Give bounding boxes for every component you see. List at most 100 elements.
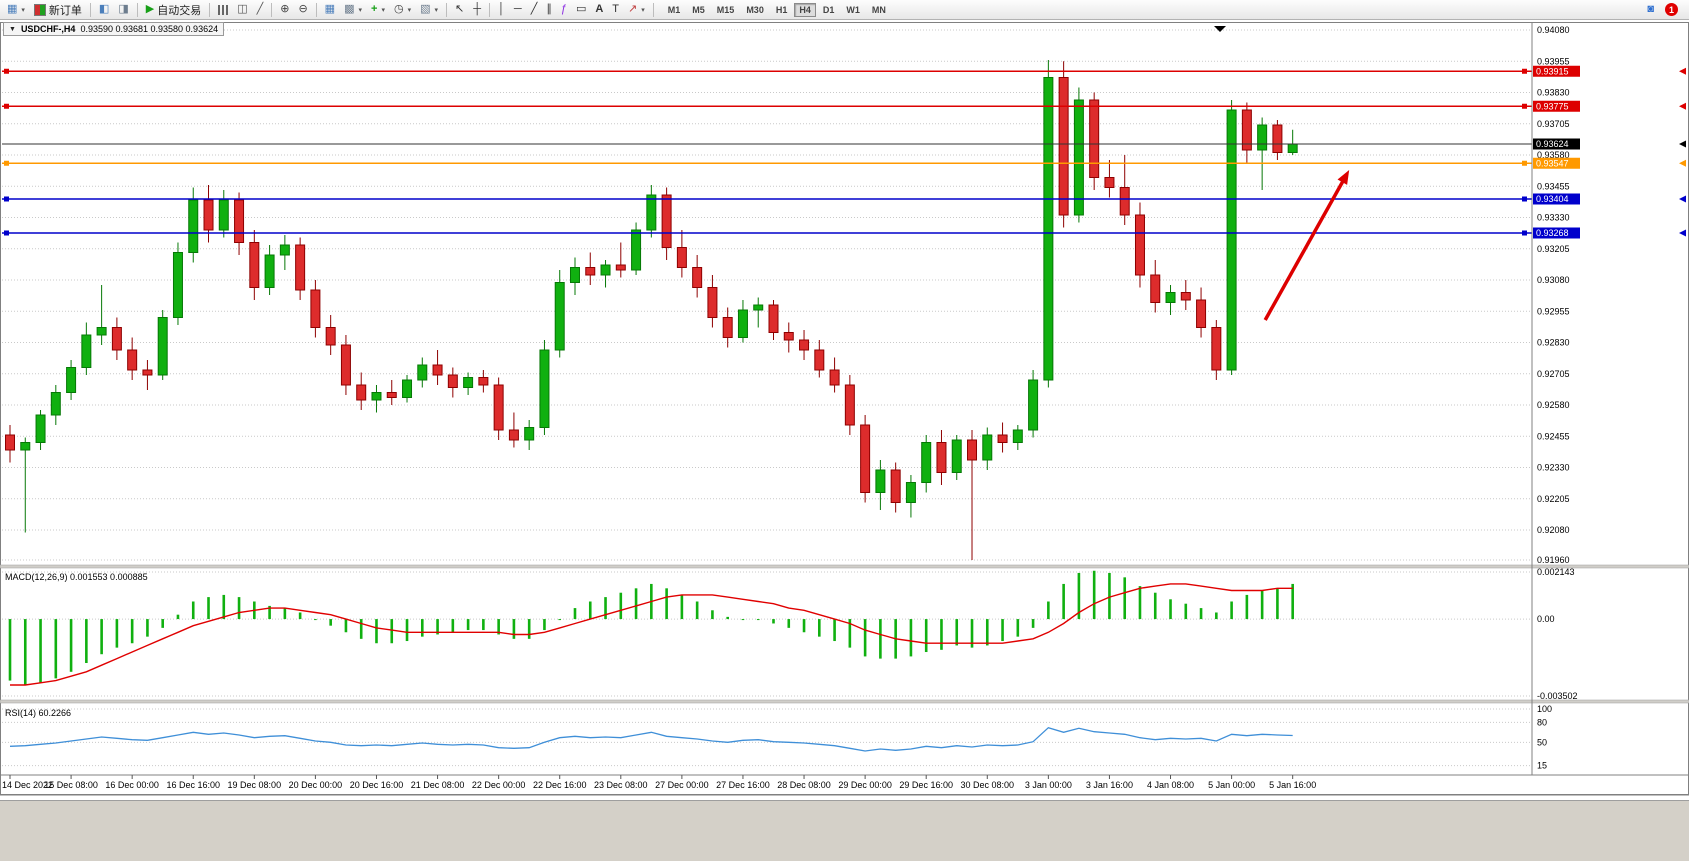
timeframe-mn-button[interactable]: MN [871, 4, 886, 15]
cursor-button[interactable]: ↖ [451, 0, 468, 19]
macd-histogram-bar [466, 619, 470, 631]
macd-histogram-bar [1215, 612, 1218, 620]
new-order-label: 新订单 [48, 4, 82, 17]
line-handle[interactable] [1522, 196, 1527, 202]
macd-histogram-bar [1031, 619, 1035, 628]
candle [279, 244, 290, 256]
line-handle[interactable] [1522, 160, 1527, 166]
line-handle[interactable] [1522, 230, 1527, 236]
rsi-axis-label: 15 [1537, 761, 1547, 771]
macd-histogram-bar [619, 592, 623, 620]
macd-histogram-bar [726, 616, 729, 620]
profiles-button[interactable]: ◧ [95, 0, 113, 19]
macd-histogram-bar [1047, 601, 1050, 620]
time-axis-label: 5 Jan 00:00 [1208, 780, 1255, 790]
timeframe-d1-button[interactable]: D1 [822, 4, 835, 15]
timeframe-m15-button[interactable]: M15 [716, 4, 735, 15]
candle [1287, 143, 1298, 153]
candle [783, 332, 794, 341]
line-handle[interactable] [4, 68, 9, 74]
toolbar-separator [136, 2, 138, 17]
templates-button[interactable]: ▧ ▾ [416, 0, 442, 19]
periods-button[interactable]: ◷ ▾ [390, 0, 415, 19]
candle [768, 304, 779, 333]
arrows-tool-button[interactable]: ↗ ▾ [624, 0, 649, 19]
chat-button[interactable]: ◙ [1643, 0, 1658, 19]
macd-histogram-bar [1138, 586, 1142, 620]
notification-badge[interactable]: 1 [1665, 3, 1678, 16]
timeframe-m30-button[interactable]: M30 [746, 4, 764, 15]
auto-trading-button[interactable]: ▶ 自动交易 [142, 0, 205, 19]
fibonacci-button[interactable]: ƒ [557, 0, 571, 19]
macd-histogram-bar [329, 619, 332, 626]
horizontal-line-button[interactable]: ─ [510, 0, 526, 19]
zoom-out-button[interactable]: ⊖ [294, 0, 311, 19]
line-handle[interactable] [4, 103, 9, 109]
timeframe-m5-button[interactable]: M5 [692, 4, 705, 15]
candle [1226, 109, 1237, 371]
candle [585, 267, 596, 276]
candle [81, 334, 92, 368]
time-axis-label: 23 Dec 08:00 [594, 780, 648, 790]
shapes-icon: ▭ [575, 3, 587, 15]
line-handle[interactable] [1522, 68, 1527, 74]
macd-histogram-bar [1123, 577, 1127, 620]
time-axis-label: 28 Dec 08:00 [777, 780, 831, 790]
line-handle[interactable] [1522, 103, 1527, 109]
zoom-in-icon: ⊕ [280, 3, 290, 15]
line-edge-marker [1679, 195, 1686, 203]
price-axis-label: 0.93455 [1537, 181, 1570, 191]
bar-chart-type-button[interactable] [214, 0, 232, 19]
vertical-line-button[interactable]: │ [494, 0, 509, 19]
line-chart-type-button[interactable]: ╱ [253, 0, 268, 19]
price-axis-label: 0.93955 [1537, 56, 1570, 66]
shapes-button[interactable]: ▭ [572, 0, 590, 19]
line-handle[interactable] [4, 196, 9, 202]
line-handle[interactable] [4, 160, 9, 166]
price-tag-value: 0.93547 [1536, 158, 1569, 168]
trend-arrow-head[interactable] [1337, 170, 1350, 185]
text-tool-button[interactable]: A [591, 0, 607, 19]
arrange-windows-button[interactable]: ▩ ▾ [340, 0, 366, 19]
chat-icon: ◙ [1647, 3, 1654, 15]
macd-histogram-bar [1092, 570, 1096, 620]
timeframe-m1-button[interactable]: M1 [667, 4, 681, 15]
candle [860, 424, 871, 493]
toolbar-separator [209, 2, 211, 17]
macd-axis-label: 0.00 [1537, 614, 1555, 624]
macd-histogram-bar [665, 588, 668, 620]
time-axis-label: 27 Dec 16:00 [716, 780, 770, 790]
indicators-button[interactable]: + ▾ [367, 0, 389, 19]
chart-shift-marker[interactable] [1214, 26, 1226, 32]
time-axis-label: 15 Dec 08:00 [44, 780, 98, 790]
candle [1073, 99, 1084, 216]
time-axis-label: 19 Dec 08:00 [228, 780, 282, 790]
candlestick-chart-type-button[interactable]: ◫ [233, 0, 251, 19]
panel-splitter[interactable] [0, 564, 1689, 569]
crosshair-button[interactable]: ┼ [469, 0, 485, 19]
data-window-button[interactable]: ◨ [114, 0, 132, 19]
tile-windows-button[interactable]: ▦ [321, 0, 339, 19]
panel-splitter[interactable] [0, 699, 1689, 704]
trend-arrow-line[interactable] [1263, 178, 1346, 321]
channel-button[interactable]: ∥ [542, 0, 556, 19]
candle [5, 434, 15, 451]
trendline-icon: ╱ [530, 3, 538, 15]
new-chart-button[interactable]: ▦ ▾ [3, 0, 29, 19]
trendline-button[interactable]: ╱ [527, 0, 542, 19]
macd-histogram-bar [818, 619, 821, 637]
new-order-button[interactable]: 新订单 [30, 0, 86, 19]
rsi-line [9, 726, 1293, 752]
line-handle[interactable] [4, 230, 9, 236]
play-icon: ▶ [145, 3, 155, 15]
chart-canvas[interactable]: 0.94080 0.93955 0.93830 0.93705 0.93580 0.934… [0, 20, 1689, 800]
timeframe-h4-button[interactable]: H4 [794, 2, 816, 17]
text-label-tool-button[interactable]: T [608, 0, 623, 19]
candle [1211, 327, 1222, 371]
zoom-in-button[interactable]: ⊕ [276, 0, 293, 19]
timeframe-h1-button[interactable]: H1 [775, 4, 788, 15]
chart-menu-icon[interactable]: ▼ [9, 25, 16, 33]
timeframe-w1-button[interactable]: W1 [846, 4, 860, 15]
time-axis-label: 27 Dec 00:00 [655, 780, 709, 790]
candle [524, 427, 535, 441]
